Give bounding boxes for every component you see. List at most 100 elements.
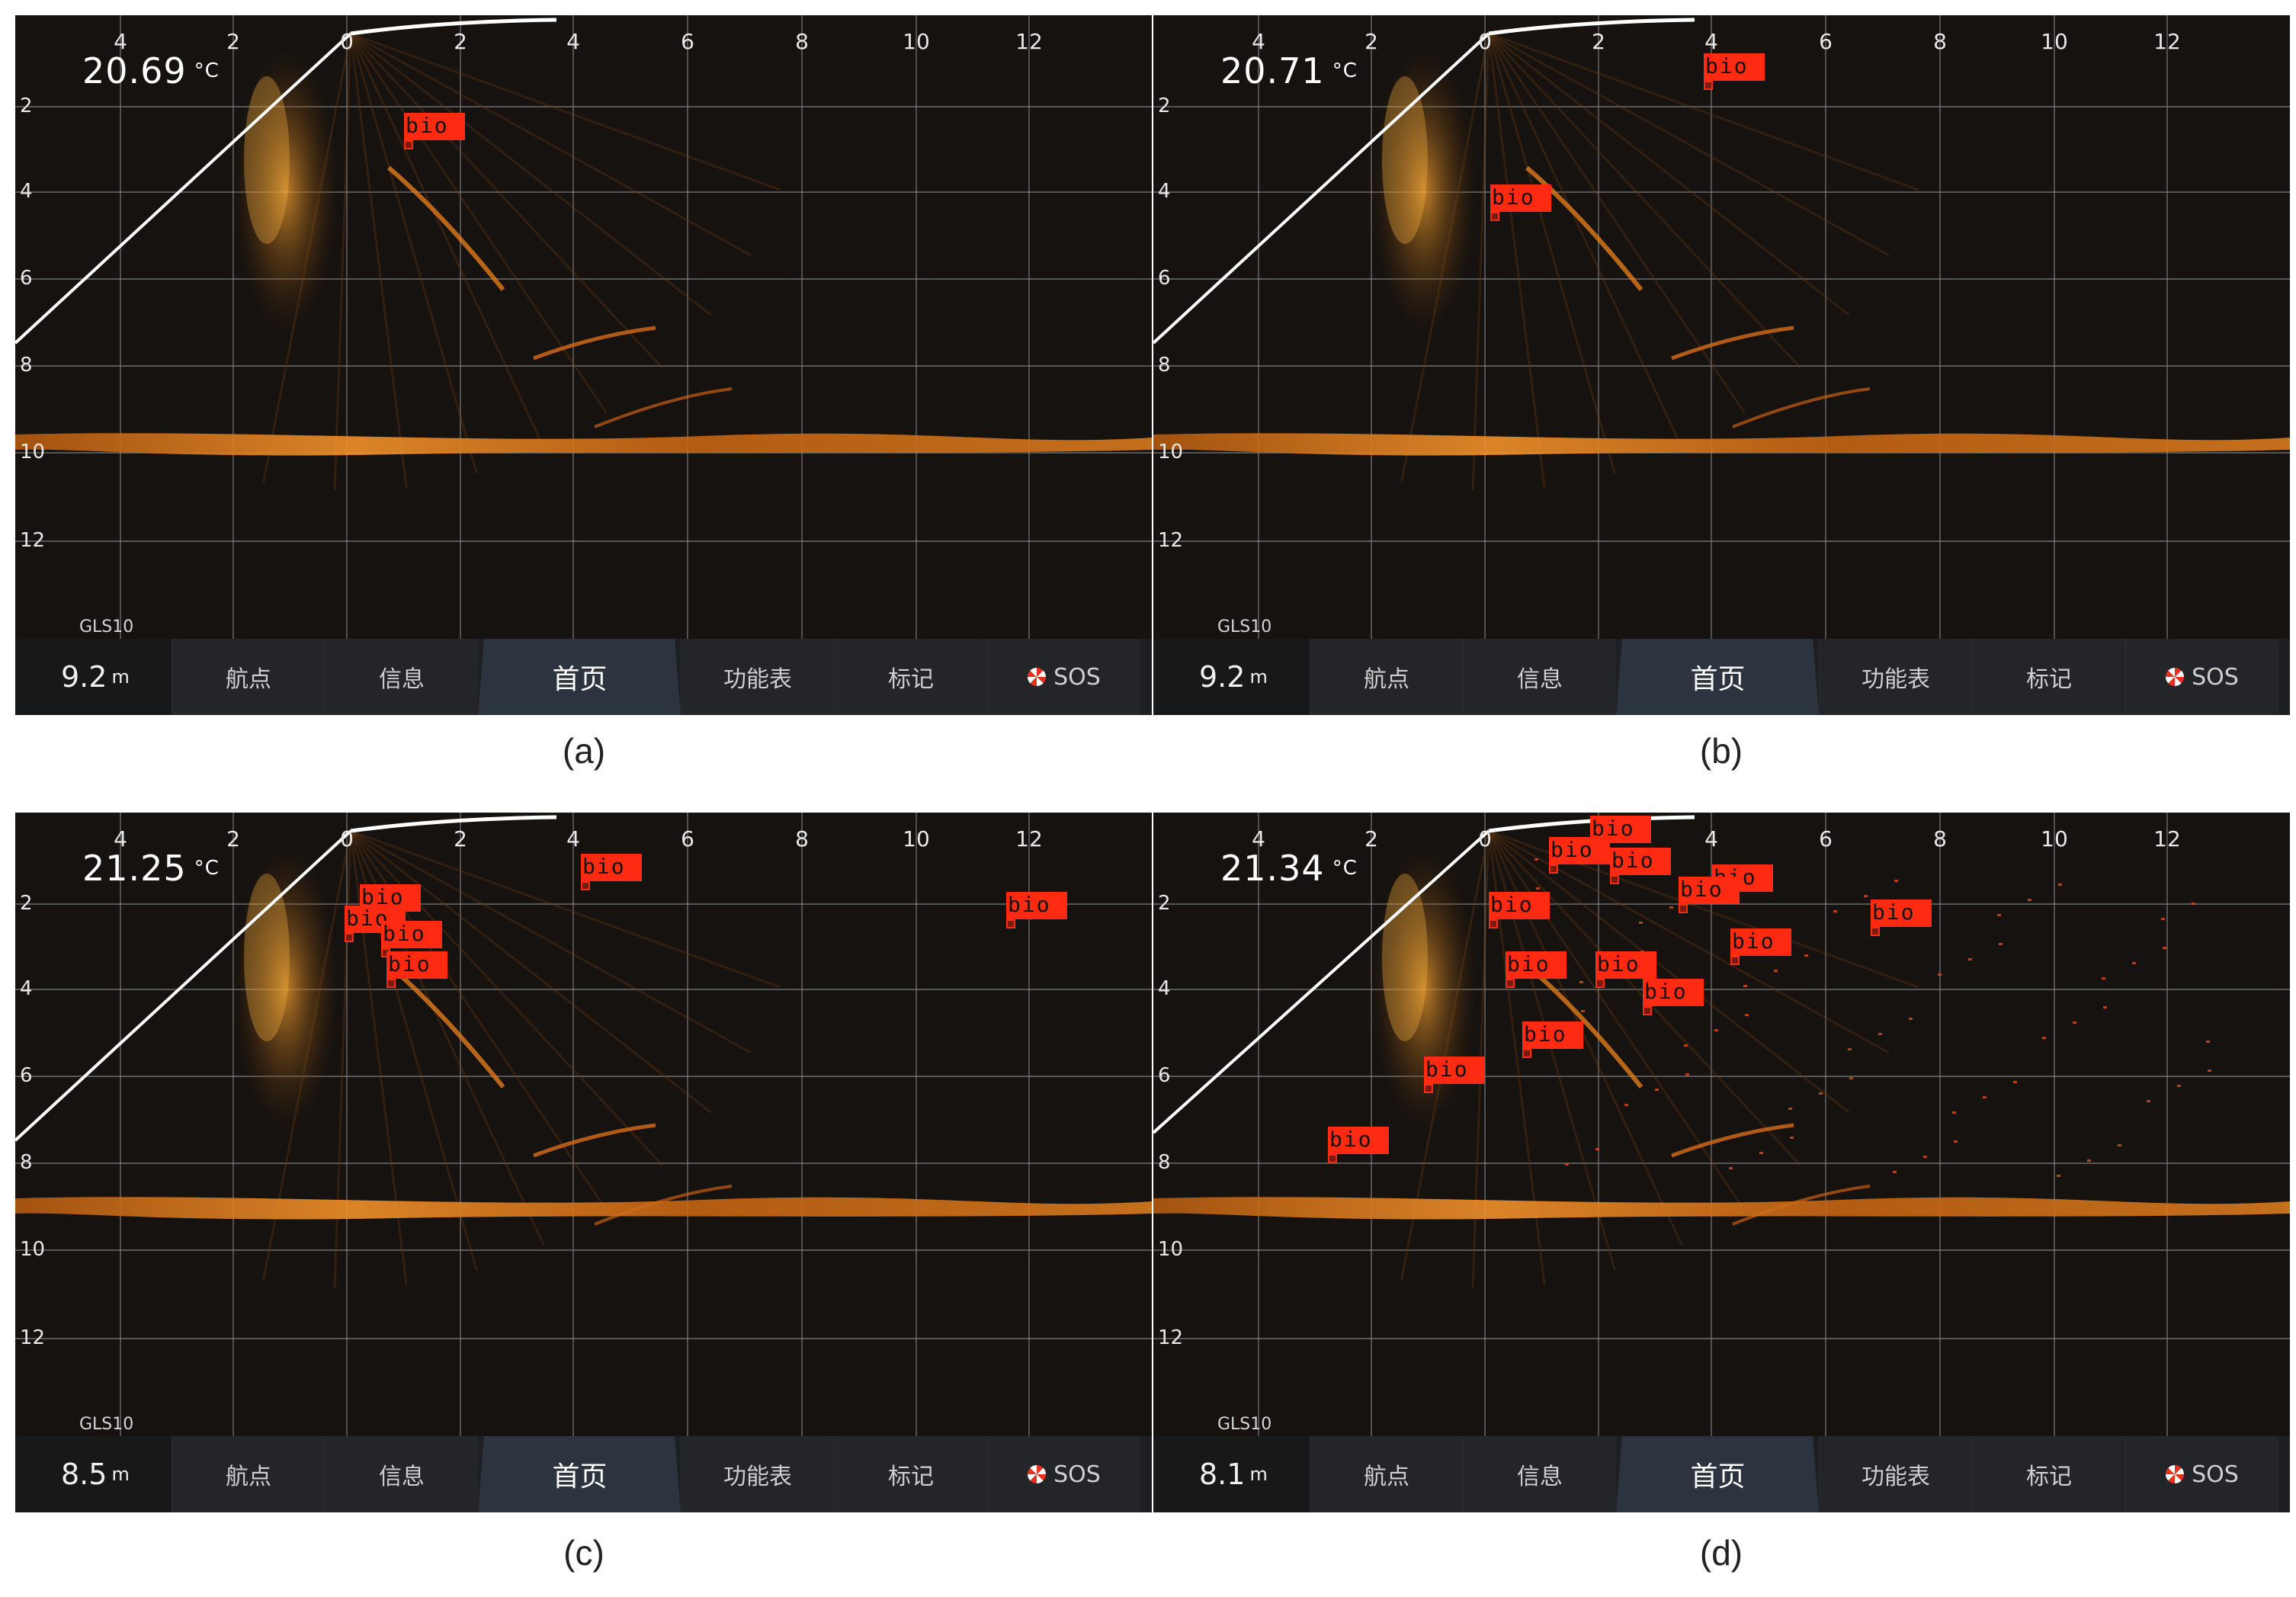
x-axis-tick-label: 2 [454,826,467,851]
tab-home[interactable]: 首页 [1616,639,1819,715]
sonar-echo-image [15,15,1152,639]
tab-home[interactable]: 首页 [1616,1436,1819,1512]
x-axis-tick-label: 0 [1478,29,1492,54]
tab-menu[interactable]: 功能表 [681,639,834,715]
temperature-unit: °C [194,857,220,880]
temperature-unit: °C [1332,59,1358,82]
x-axis-tick-label: 6 [1819,29,1833,54]
detection-label: bio [1524,1021,1567,1047]
detection-label: bio [1597,951,1640,976]
tab-waypoint[interactable]: 航点 [1310,639,1463,715]
detection-box-bio: bio [1610,848,1671,884]
x-axis-tick-label: 2 [226,826,240,851]
water-temperature: 20.71 °C [1220,50,1358,91]
x-axis-tick-label: 8 [795,29,809,54]
depth-value: 9.2 [1199,660,1246,694]
detection-label: bio [361,884,405,909]
x-axis-tick-label: 12 [1015,29,1043,54]
temperature-value: 20.71 [1220,50,1325,91]
x-axis-tick-label: 2 [1592,29,1605,54]
x-axis-tick-label: 0 [340,29,354,54]
sonar-echo-image [1153,813,2290,1436]
x-axis-tick-label: 10 [2041,29,2068,54]
tab-info[interactable]: 信息 [1463,1436,1616,1512]
tab-info[interactable]: 信息 [325,1436,478,1512]
detection-marker [1506,979,1515,988]
tab-mark[interactable]: 标记 [834,1436,987,1512]
water-temperature: 20.69 °C [82,50,220,91]
x-axis-tick-label: 8 [1933,826,1947,851]
detection-marker [1489,919,1498,928]
tab-waypoint[interactable]: 航点 [172,1436,325,1512]
transducer-label: GLS10 [1217,617,1272,637]
detection-label: bio [1611,848,1655,873]
sonar-echo-image [15,813,1152,1436]
depth-readout: 9.2 m [15,639,172,715]
detection-label: bio [1550,837,1594,862]
water-temperature: 21.34 °C [1220,848,1358,889]
tab-mark[interactable]: 标记 [834,639,987,715]
caption-a: (a) [562,731,606,771]
tab-info[interactable]: 信息 [325,639,478,715]
transducer-label: GLS10 [79,1415,134,1434]
detection-box-bio: bio [581,854,642,890]
tab-waypoint[interactable]: 航点 [1310,1436,1463,1512]
x-axis-tick-label: 2 [1364,826,1378,851]
sos-button[interactable]: SOS [2125,1436,2278,1512]
tab-menu[interactable]: 功能表 [1819,1436,1972,1512]
tab-home[interactable]: 首页 [478,639,681,715]
detection-box-bio: bio [1489,892,1550,928]
x-axis-tick-label: 6 [681,29,694,54]
detection-box-bio: bio [1643,979,1704,1015]
transducer-label: GLS10 [1217,1415,1272,1434]
depth-tick-label: 2 [20,892,33,915]
sos-button[interactable]: SOS [2125,639,2278,715]
lifebuoy-icon [2166,1465,2185,1483]
temperature-unit: °C [1332,857,1358,880]
bottom-toolbar: 9.2 m 航点 信息 首页 功能表 标记 SOS [1153,639,2290,715]
depth-tick-label: 12 [1158,529,1184,552]
depth-tick-label: 8 [20,1151,33,1174]
x-axis-tick-label: 12 [2153,826,2181,851]
detection-label: bio [1425,1057,1469,1082]
tab-menu[interactable]: 功能表 [1819,639,1972,715]
tab-mark[interactable]: 标记 [1972,1436,2125,1512]
depth-value: 8.5 [61,1458,107,1491]
sos-label: SOS [1053,1461,1101,1488]
tab-info[interactable]: 信息 [1463,639,1616,715]
depth-tick-label: 6 [1158,267,1171,290]
detection-marker [1679,904,1688,913]
tab-mark[interactable]: 标记 [1972,639,2125,715]
detection-label: bio [1507,951,1550,976]
depth-tick-label: 8 [20,354,33,377]
depth-tick-label: 10 [1158,441,1184,463]
depth-tick-label: 6 [1158,1064,1171,1087]
temperature-value: 21.25 [82,848,187,889]
detection-marker [1704,81,1713,90]
x-axis-tick-label: 6 [681,826,694,851]
depth-tick-label: 10 [20,441,46,463]
detection-label: bio [1644,979,1688,1004]
sos-button[interactable]: SOS [987,1436,1140,1512]
x-axis-tick-label: 10 [2041,826,2068,851]
lifebuoy-icon [2166,668,2185,686]
x-axis-tick-label: 4 [114,826,127,851]
depth-tick-label: 4 [20,977,33,1000]
detection-marker [1610,875,1619,884]
depth-tick-label: 4 [20,180,33,203]
tab-menu[interactable]: 功能表 [681,1436,834,1512]
depth-tick-label: 4 [1158,180,1171,203]
sos-button[interactable]: SOS [987,639,1140,715]
detection-marker [1424,1084,1433,1093]
lifebuoy-icon [1028,1465,1047,1483]
detection-marker [386,979,396,988]
tab-home[interactable]: 首页 [478,1436,681,1512]
detection-marker [1595,979,1605,988]
x-axis-tick-label: 6 [1819,826,1833,851]
detection-label: bio [582,854,626,879]
detection-box-bio: bio [386,951,447,988]
detection-label: bio [1732,928,1775,954]
tab-waypoint[interactable]: 航点 [172,639,325,715]
depth-unit: m [1249,1464,1268,1485]
sonar-panel-a: 4 2 0 2 4 6 8 10 12 2 4 6 8 10 12 20.69 °C GLS10 bio 9.2 m 航点… [15,15,1152,715]
